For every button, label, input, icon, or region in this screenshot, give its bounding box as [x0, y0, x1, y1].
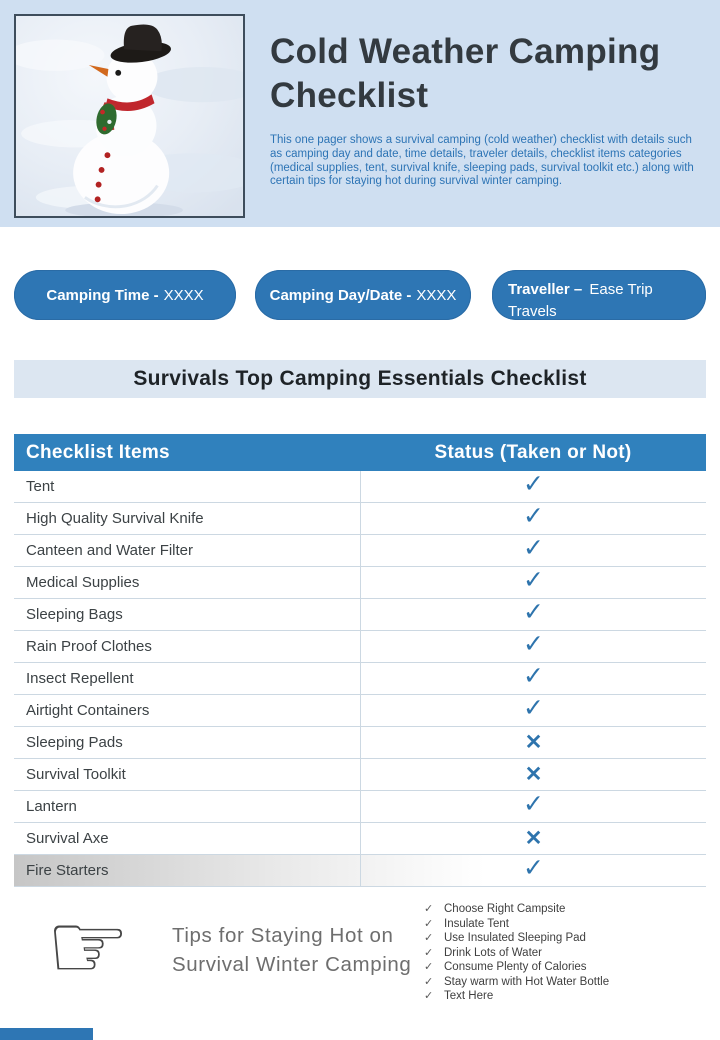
- table-header-row: Checklist Items Status (Taken or Not): [14, 434, 706, 471]
- status-mark-icon: ✓: [523, 470, 544, 498]
- status-cell: ✓: [360, 503, 706, 534]
- status-cell: ✓: [360, 663, 706, 694]
- tip-item: ✓ Stay warm with Hot Water Bottle: [424, 975, 609, 990]
- checklist-item-label: Canteen and Water Filter: [26, 542, 194, 559]
- tip-text: Choose Right Campsite: [444, 903, 566, 915]
- tip-text: Use Insulated Sleeping Pad: [444, 932, 586, 944]
- table-row: Tent ✓: [14, 471, 706, 503]
- tip-check-icon: ✓: [424, 917, 434, 930]
- tips-list: ✓ Choose Right Campsite ✓ Insulate Tent …: [424, 902, 609, 1004]
- checklist-item-label: Survival Axe: [26, 830, 109, 847]
- camping-daydate-value: XXXX: [416, 286, 457, 304]
- tip-text: Text Here: [444, 990, 494, 1002]
- pointing-hand-icon: ☞: [45, 893, 131, 1002]
- status-cell: ✓: [360, 695, 706, 726]
- status-cell: ✓: [360, 535, 706, 566]
- status-mark-icon: ✕: [524, 763, 543, 786]
- status-cell: ✓: [360, 631, 706, 662]
- status-mark-icon: ✕: [524, 827, 543, 850]
- status-cell: ✕: [360, 823, 706, 854]
- tip-check-icon: ✓: [424, 990, 434, 1002]
- table-row: Rain Proof Clothes ✓: [14, 631, 706, 663]
- tip-text: Consume Plenty of Calories: [444, 961, 587, 973]
- section-banner: Survivals Top Camping Essentials Checkli…: [14, 360, 706, 398]
- camping-time-label: Camping Time -: [46, 286, 159, 304]
- status-cell: ✓: [360, 599, 706, 630]
- status-mark-icon: ✓: [523, 534, 544, 562]
- checklist-table: Checklist Items Status (Taken or Not) Te…: [14, 434, 706, 887]
- tip-item: ✓ Choose Right Campsite: [424, 902, 609, 917]
- status-mark-icon: ✓: [523, 790, 544, 818]
- status-mark-icon: ✓: [523, 502, 544, 530]
- tip-check-icon: ✓: [424, 975, 434, 988]
- camping-daydate-pill[interactable]: Camping Day/Date - XXXX: [255, 270, 471, 320]
- table-row: Fire Starters ✓: [14, 855, 706, 887]
- checklist-item-label: Fire Starters: [26, 862, 109, 879]
- bottom-accent-bar: [0, 1028, 93, 1040]
- table-row: Survival Toolkit ✕: [14, 759, 706, 791]
- page-description: This one pager shows a survival camping …: [270, 134, 694, 188]
- status-mark-icon: ✓: [523, 662, 544, 690]
- tip-check-icon: ✓: [424, 961, 434, 973]
- checklist-item-label: Survival Toolkit: [26, 766, 126, 783]
- tip-item: ✓ Use Insulated Sleeping Pad: [424, 931, 609, 946]
- checklist-item-label: Tent: [26, 478, 55, 495]
- status-cell: ✓: [360, 567, 706, 598]
- tip-item: ✓ Text Here: [424, 989, 609, 1004]
- status-cell: ✓: [360, 471, 706, 502]
- tip-check-icon: ✓: [424, 946, 434, 959]
- tip-item: ✓ Consume Plenty of Calories: [424, 960, 609, 975]
- column-header-status: Status (Taken or Not): [434, 441, 632, 463]
- checklist-item-label: Lantern: [26, 798, 77, 815]
- table-row: Survival Axe ✕: [14, 823, 706, 855]
- camping-time-pill[interactable]: Camping Time - XXXX: [14, 270, 236, 320]
- status-mark-icon: ✓: [523, 854, 544, 882]
- status-mark-icon: ✕: [524, 731, 543, 754]
- table-row: Lantern ✓: [14, 791, 706, 823]
- table-row: Canteen and Water Filter ✓: [14, 535, 706, 567]
- status-cell: ✓: [360, 855, 706, 886]
- status-mark-icon: ✓: [523, 630, 544, 658]
- checklist-item-label: Airtight Containers: [26, 702, 150, 719]
- table-row: Airtight Containers ✓: [14, 695, 706, 727]
- tip-item: ✓ Insulate Tent: [424, 917, 609, 932]
- tip-item: ✓ Drink Lots of Water: [424, 946, 609, 961]
- checklist-item-label: Sleeping Bags: [26, 606, 123, 623]
- tip-text: Stay warm with Hot Water Bottle: [444, 975, 610, 988]
- status-mark-icon: ✓: [523, 566, 544, 594]
- traveller-value: Ease Trip Travels: [508, 281, 653, 320]
- table-row: High Quality Survival Knife ✓: [14, 503, 706, 535]
- hat: [110, 24, 171, 63]
- column-header-items: Checklist Items: [26, 441, 170, 463]
- tips-title: Tips for Staying Hot on Survival Winter …: [172, 924, 412, 976]
- tip-text: Drink Lots of Water: [444, 946, 542, 959]
- tip-check-icon: ✓: [424, 932, 434, 944]
- status-mark-icon: ✓: [523, 598, 544, 626]
- traveller-label: Traveller –: [508, 281, 583, 298]
- table-row: Medical Supplies ✓: [14, 567, 706, 599]
- checklist-table-rows: Tent ✓ High Quality Survival Knife ✓ Can…: [14, 471, 706, 887]
- traveller-pill[interactable]: Traveller – Ease Trip Travels: [492, 270, 706, 320]
- table-row: Sleeping Bags ✓: [14, 599, 706, 631]
- table-row: Insect Repellent ✓: [14, 663, 706, 695]
- header-section: Cold Weather Camping Checklist This one …: [0, 0, 720, 227]
- status-cell: ✕: [360, 759, 706, 790]
- camping-time-value: XXXX: [163, 286, 204, 304]
- table-row: Sleeping Pads ✕: [14, 727, 706, 759]
- checklist-item-label: Sleeping Pads: [26, 734, 123, 751]
- checklist-item-label: Medical Supplies: [26, 574, 140, 591]
- tip-text: Insulate Tent: [444, 917, 510, 930]
- status-cell: ✓: [360, 791, 706, 822]
- checklist-item-label: High Quality Survival Knife: [26, 510, 204, 527]
- tip-check-icon: ✓: [424, 903, 434, 915]
- camping-daydate-label: Camping Day/Date -: [269, 286, 412, 304]
- checklist-item-label: Rain Proof Clothes: [26, 638, 152, 655]
- status-cell: ✕: [360, 727, 706, 758]
- status-mark-icon: ✓: [523, 694, 544, 722]
- snowman-illustration: [16, 16, 243, 216]
- snowman-photo: [14, 14, 245, 218]
- page-title: Cold Weather Camping Checklist: [270, 32, 661, 116]
- checklist-item-label: Insect Repellent: [26, 670, 134, 687]
